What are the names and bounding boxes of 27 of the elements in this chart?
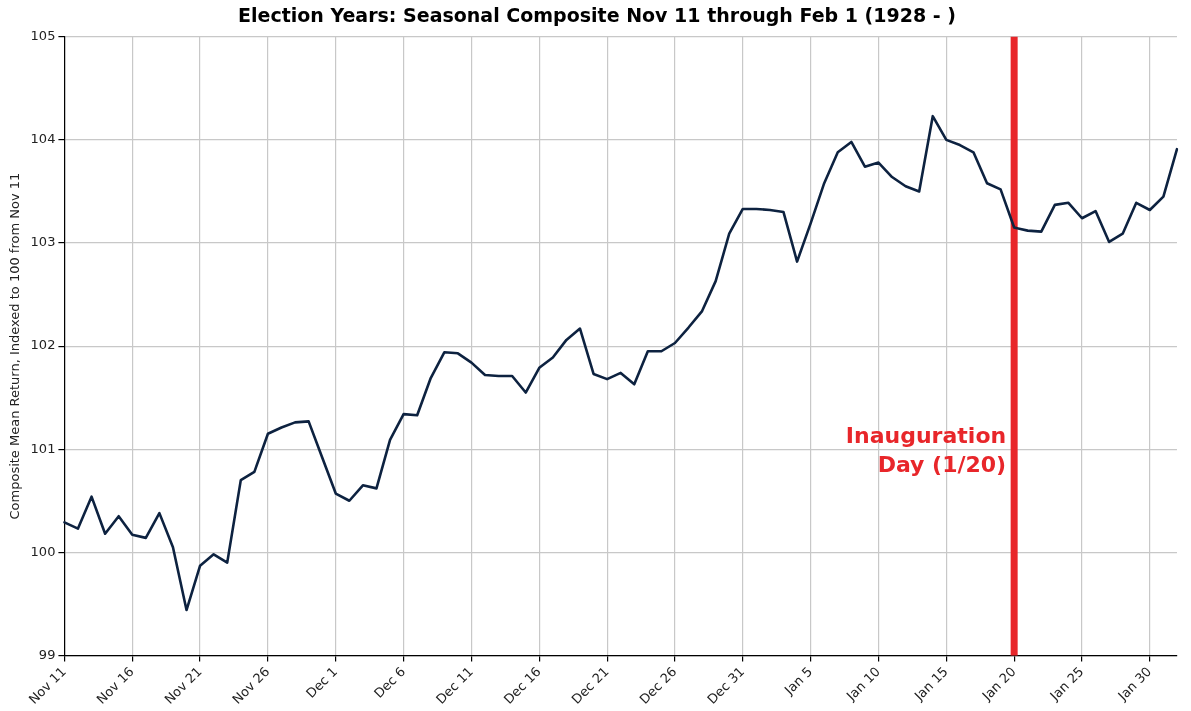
x-tick-label: Dec 21 xyxy=(568,663,612,707)
x-tick-label: Dec 31 xyxy=(704,663,748,707)
x-tick-label: Dec 1 xyxy=(303,663,341,701)
y-tick-label: 105 xyxy=(30,28,56,44)
x-tick-label: Nov 21 xyxy=(161,663,205,707)
x-tick-label: Dec 16 xyxy=(500,663,544,707)
x-tick-label: Jan 5 xyxy=(780,663,816,699)
chart-title: Election Years: Seasonal Composite Nov 11 through Feb 1 (1928 - ) xyxy=(238,4,956,27)
x-tick-label: Jan 10 xyxy=(842,663,883,704)
y-tick-label: 104 xyxy=(30,131,56,147)
x-tick-label: Dec 6 xyxy=(370,663,409,701)
y-tick-label: 99 xyxy=(38,646,56,662)
y-tick-label: 103 xyxy=(30,234,56,250)
x-tick-label: Dec 11 xyxy=(432,663,476,707)
y-tick-label: 102 xyxy=(30,337,56,353)
x-tick-label: Jan 20 xyxy=(978,663,1019,704)
x-tick-label: Nov 26 xyxy=(229,663,273,707)
y-tick-label: 101 xyxy=(30,440,56,456)
y-tick-label: 100 xyxy=(30,543,56,559)
x-tick-label: Jan 15 xyxy=(910,663,951,704)
ref-line-label: Inauguration Day (1/20) xyxy=(845,422,1007,477)
x-tick-label: Dec 26 xyxy=(636,663,680,707)
y-axis-title: Composite Mean Return, Indexed to 100 from Nov 11 xyxy=(7,172,23,520)
x-tick-label: Nov 11 xyxy=(25,663,69,707)
x-tick-label: Jan 30 xyxy=(1114,663,1155,704)
x-tick-label: Nov 16 xyxy=(93,663,137,707)
x-tick-label: Jan 25 xyxy=(1046,663,1087,704)
